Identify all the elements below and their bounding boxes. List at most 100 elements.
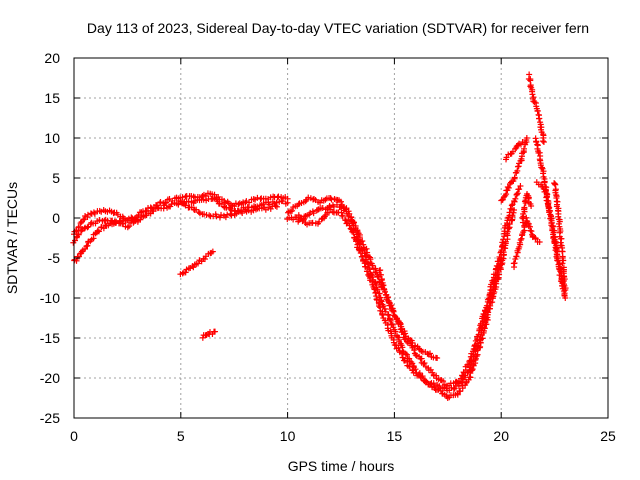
data-point — [388, 321, 395, 328]
data-point — [434, 355, 441, 361]
data-point — [369, 262, 376, 269]
data-point — [78, 248, 85, 255]
data-point — [389, 305, 396, 312]
data-point — [514, 190, 521, 197]
data-point — [135, 217, 142, 224]
data-point — [350, 229, 357, 236]
data-point — [516, 186, 523, 193]
data-point — [517, 183, 524, 189]
data-point — [523, 135, 530, 141]
data-point — [450, 386, 457, 393]
data-point — [385, 312, 392, 319]
data-point — [289, 207, 296, 214]
data-point — [482, 313, 489, 320]
data-point — [95, 228, 102, 235]
data-point — [168, 201, 175, 208]
grid-layer — [74, 58, 608, 418]
data-point — [218, 211, 225, 218]
data-point — [396, 319, 403, 326]
data-point — [506, 221, 513, 228]
data-point — [514, 167, 521, 174]
data-point — [380, 282, 387, 289]
data-point — [182, 269, 189, 276]
data-point — [80, 216, 87, 223]
data-point — [534, 107, 541, 114]
y-tick-label: 5 — [52, 170, 60, 186]
x-tick-label: 20 — [493, 428, 509, 444]
x-tick-label: 0 — [70, 428, 78, 444]
data-point — [511, 260, 518, 267]
data-point — [179, 194, 186, 201]
data-point — [371, 285, 378, 292]
data-point — [357, 250, 364, 257]
data-point — [387, 317, 394, 324]
data-point — [430, 380, 437, 387]
data-point — [390, 308, 397, 315]
data-point — [488, 292, 495, 299]
data-point — [512, 195, 519, 202]
y-tick-label: -5 — [48, 250, 61, 266]
data-point — [337, 198, 344, 205]
data-point — [398, 323, 405, 330]
data-point — [372, 269, 379, 276]
data-point — [209, 248, 216, 255]
data-point — [213, 213, 220, 220]
data-point — [404, 351, 411, 358]
data-point — [365, 271, 372, 278]
plot-frame — [73, 57, 609, 419]
data-point — [124, 224, 131, 231]
data-point — [243, 198, 250, 205]
data-point — [525, 223, 532, 230]
data-point — [273, 203, 280, 210]
data-point — [521, 145, 528, 152]
data-point — [364, 268, 371, 275]
data-point — [535, 115, 542, 122]
data-point — [349, 228, 356, 235]
data-point — [113, 219, 120, 226]
data-point — [353, 238, 360, 245]
data-point — [498, 255, 505, 261]
data-point — [94, 227, 101, 234]
y-tick-label: 20 — [44, 50, 60, 66]
data-point — [211, 328, 218, 335]
data-point — [540, 185, 547, 192]
data-point — [228, 212, 235, 219]
data-point — [513, 253, 520, 260]
data-point — [77, 220, 84, 227]
y-tick-label: 10 — [44, 130, 60, 146]
data-point — [422, 377, 429, 384]
data-point — [373, 269, 380, 276]
data-point — [558, 235, 565, 242]
data-point — [457, 388, 464, 395]
data-point — [511, 174, 518, 181]
data-point — [519, 139, 526, 145]
data-point — [346, 222, 353, 229]
data-point — [513, 191, 520, 198]
data-point — [505, 184, 512, 191]
data-point — [84, 242, 91, 249]
data-point — [427, 381, 434, 388]
data-point — [540, 139, 547, 145]
y-tick-label: -10 — [40, 290, 60, 306]
y-tick-label: -25 — [40, 410, 60, 426]
data-point — [528, 203, 535, 209]
data-point — [326, 202, 333, 209]
data-point — [454, 391, 461, 398]
data-point — [420, 360, 427, 367]
data-point — [440, 378, 447, 385]
data-point — [285, 209, 292, 216]
data-point — [470, 351, 477, 358]
data-point — [521, 204, 528, 211]
data-point — [402, 330, 409, 337]
data-point — [382, 288, 389, 295]
data-point — [279, 198, 286, 205]
data-point — [562, 295, 569, 301]
x-tick-label: 25 — [600, 428, 616, 444]
data-point — [179, 270, 186, 277]
data-point — [491, 283, 498, 290]
data-point — [511, 207, 518, 213]
data-point — [548, 219, 555, 226]
data-point — [508, 202, 515, 209]
data-point — [478, 325, 485, 332]
data-point — [411, 347, 418, 354]
